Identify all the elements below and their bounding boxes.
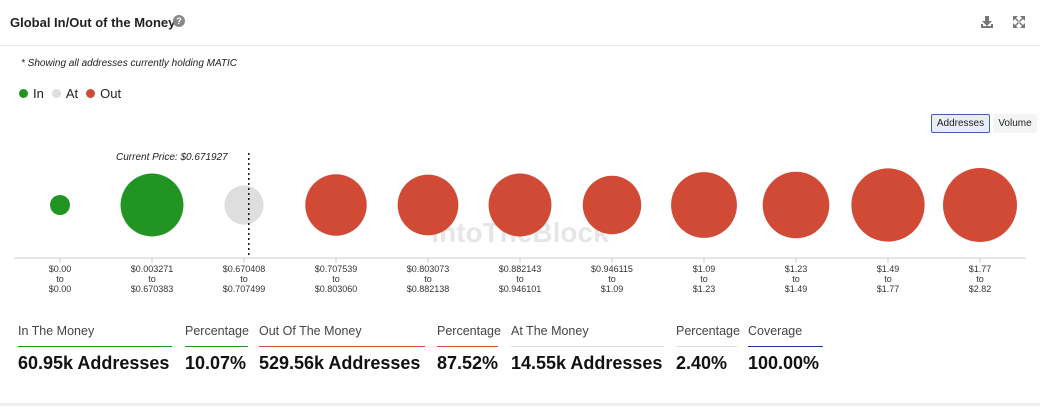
stat-out-of-the-money: Out Of The Money 529.56k Addresses [259,320,425,380]
legend-dot-out [86,89,96,98]
tick-label-to: to [884,274,892,284]
stat-label: Percentage [185,324,249,338]
tick-label-to: to [976,274,984,284]
chart-legend: In At Out [19,86,129,101]
tick-label-price: $0.882143 [499,264,542,274]
tick-label-price: $0.00 [49,284,72,294]
stat-label: Coverage [748,324,803,338]
stat-underline [18,346,172,347]
tick-label-price: $0.803073 [407,264,450,274]
stat-at-percentage: Percentage 2.40% [676,320,740,380]
stat-value: 87.52% [437,353,499,373]
tick-label-price: $1.77 [969,264,992,274]
stat-value: 60.95k Addresses [18,353,170,373]
bubble-chart: IntoTheBlock$0.00to$0.00$0.003271to$0.67… [14,153,1026,294]
tick-label-price: $1.09 [601,284,624,294]
stat-at-the-money: At The Money 14.55k Addresses [511,320,664,380]
stat-label: Percentage [676,324,740,338]
tick-label-price: $0.946101 [499,284,542,294]
stat-value: 529.56k Addresses [259,353,421,373]
legend-dot-in [19,89,28,98]
legend-item-out[interactable]: Out [86,86,121,101]
tick-label-price: $0.707539 [315,264,358,274]
bubble-out[interactable] [582,175,642,235]
tick-label-to: to [56,274,64,284]
stat-label: Out Of The Money [259,324,362,338]
stat-in-percentage: Percentage 10.07% [185,320,249,380]
tick-label-price: $0.803060 [315,284,358,294]
stats-row: In The Money 60.95k Addresses Percentage… [0,320,1040,380]
stat-underline [437,346,498,347]
bubble-out[interactable] [762,171,830,239]
stat-underline [259,346,425,347]
card-header: Global In/Out of the Money ? [0,0,1040,46]
holdings-note: * Showing all addresses currently holdin… [21,58,238,69]
tick-label-to: to [240,274,248,284]
tick-label-to: to [424,274,432,284]
legend-dot-at [51,89,61,98]
bubble-out[interactable] [671,172,737,238]
tick-label-price: $0.670408 [223,264,266,274]
legend-item-in[interactable]: In [19,86,44,101]
tick-label-to: to [516,274,524,284]
tick-label-price: $1.23 [693,284,716,294]
legend-label-out: Out [100,86,122,101]
addresses-toggle-button[interactable]: Addresses [931,114,990,133]
stat-underline [511,346,664,347]
bubble-in[interactable] [50,195,70,215]
bubble-out[interactable] [943,168,1017,242]
stat-label: Percentage [437,324,501,338]
tick-label-price: $0.882138 [407,284,450,294]
question-circle-icon[interactable]: ? [173,15,185,27]
tick-label-price: $0.003271 [131,264,174,274]
bubble-at[interactable] [224,185,264,225]
stat-underline [185,346,248,347]
stat-underline [676,346,737,347]
tick-label-to: to [608,274,616,284]
bubble-out[interactable] [488,173,552,237]
tick-label-to: to [332,274,340,284]
tick-label-price: $2.82 [969,284,992,294]
tick-label-price: $1.77 [877,284,900,294]
stat-value: 10.07% [185,353,247,373]
tick-label-price: $0.00 [49,264,72,274]
bubble-out[interactable] [305,174,367,236]
stat-value: 100.00% [748,353,820,373]
legend-label-at: At [65,86,79,101]
tick-label-price: $1.23 [785,264,808,274]
tick-label-to: to [148,274,156,284]
tick-label-price: $0.707499 [223,284,266,294]
stat-coverage: Coverage 100.00% [748,320,823,380]
stat-out-percentage: Percentage 87.52% [437,320,501,380]
stat-underline [748,346,823,347]
current-price-label: Current Price: $0.671927 [116,152,228,163]
stat-value: 2.40% [676,353,728,373]
legend-label-in: In [33,86,44,101]
volume-toggle-button[interactable]: Volume [993,114,1037,133]
tick-label-price: $1.09 [693,264,716,274]
card-title: Global In/Out of the Money [10,15,176,30]
expand-icon[interactable] [1011,14,1027,30]
tick-label-price: $1.49 [877,264,900,274]
bubble-out[interactable] [851,168,925,242]
stat-in-the-money: In The Money 60.95k Addresses [18,320,172,380]
download-icon[interactable] [979,14,995,30]
legend-item-at[interactable]: At [51,86,79,101]
stat-label: In The Money [18,324,95,338]
bubble-in[interactable] [120,173,184,237]
tick-label-price: $1.49 [785,284,808,294]
tick-label-to: to [792,274,800,284]
tick-label-price: $0.670383 [131,284,174,294]
stat-value: 14.55k Addresses [511,353,663,373]
tick-label-price: $0.946115 [591,264,633,274]
tick-label-to: to [700,274,708,284]
bubble-out[interactable] [397,174,459,236]
stat-label: At The Money [511,324,589,338]
